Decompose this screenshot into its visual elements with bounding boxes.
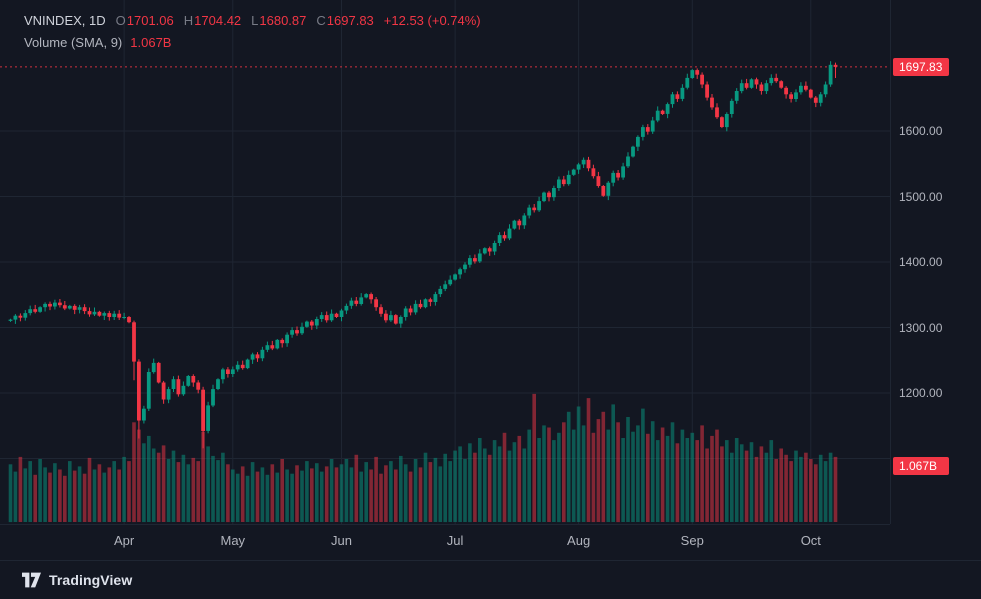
time-axis-label: Sep <box>680 533 704 548</box>
high-label: H <box>183 13 194 28</box>
ohlc-close: C1697.83 <box>316 14 373 27</box>
price-axis-label: 1300.00 <box>899 320 943 335</box>
open-label: O <box>115 13 126 28</box>
ohlc-high: H1704.42 <box>184 14 241 27</box>
time-axis-label: Aug <box>567 533 591 548</box>
open-value: 1701.06 <box>126 13 174 28</box>
candlestick-chart-canvas[interactable] <box>0 0 890 524</box>
close-label: C <box>316 13 326 28</box>
last-price-badge: 1697.83 <box>893 57 949 76</box>
price-axis-label: 1500.00 <box>899 189 943 204</box>
time-axis-label: Jun <box>330 533 352 548</box>
change-value: +12.53 (+0.74%) <box>383 13 481 28</box>
ohlc-low: L1680.87 <box>251 14 306 27</box>
low-label: L <box>251 13 259 28</box>
time-axis-label: Oct <box>800 533 821 548</box>
price-axis-label: 1400.00 <box>899 255 943 269</box>
time-axis-label: Jul <box>446 533 464 548</box>
chart-legend: VNINDEX, 1D O1701.06 H1704.42 L1680.87 C… <box>24 14 481 49</box>
time-axis-label: May <box>220 533 246 548</box>
price-axis[interactable]: 1697.83 1.067B 1600.00 1500.00 1400.00 1300… <box>890 0 981 524</box>
symbol-legend-row[interactable]: VNINDEX, 1D O1701.06 H1704.42 L1680.87 C… <box>24 14 481 27</box>
volume-label: Volume (SMA, 9) <box>24 35 123 50</box>
volume-value: 1.067B <box>130 35 172 50</box>
ohlc-open: O1701.06 <box>116 14 174 27</box>
close-value: 1697.83 <box>326 13 374 28</box>
footer-bar: TradingView <box>0 560 981 598</box>
symbol-title[interactable]: VNINDEX, 1D <box>24 13 106 28</box>
time-axis-label: Apr <box>113 533 135 548</box>
high-value: 1704.42 <box>194 13 242 28</box>
volume-sma-badge: 1.067B <box>893 457 949 475</box>
time-axis[interactable]: Apr May Jun Jul Aug Sep Oct <box>0 524 890 561</box>
price-axis-label: 1600.00 <box>899 124 943 138</box>
volume-legend-row[interactable]: Volume (SMA, 9) 1.067B <box>24 36 481 49</box>
price-axis-label: 1200.00 <box>899 386 943 400</box>
low-value: 1680.87 <box>259 13 307 28</box>
tradingview-logo-icon[interactable] <box>22 572 41 588</box>
tradingview-brand-link[interactable]: TradingView <box>49 571 133 588</box>
